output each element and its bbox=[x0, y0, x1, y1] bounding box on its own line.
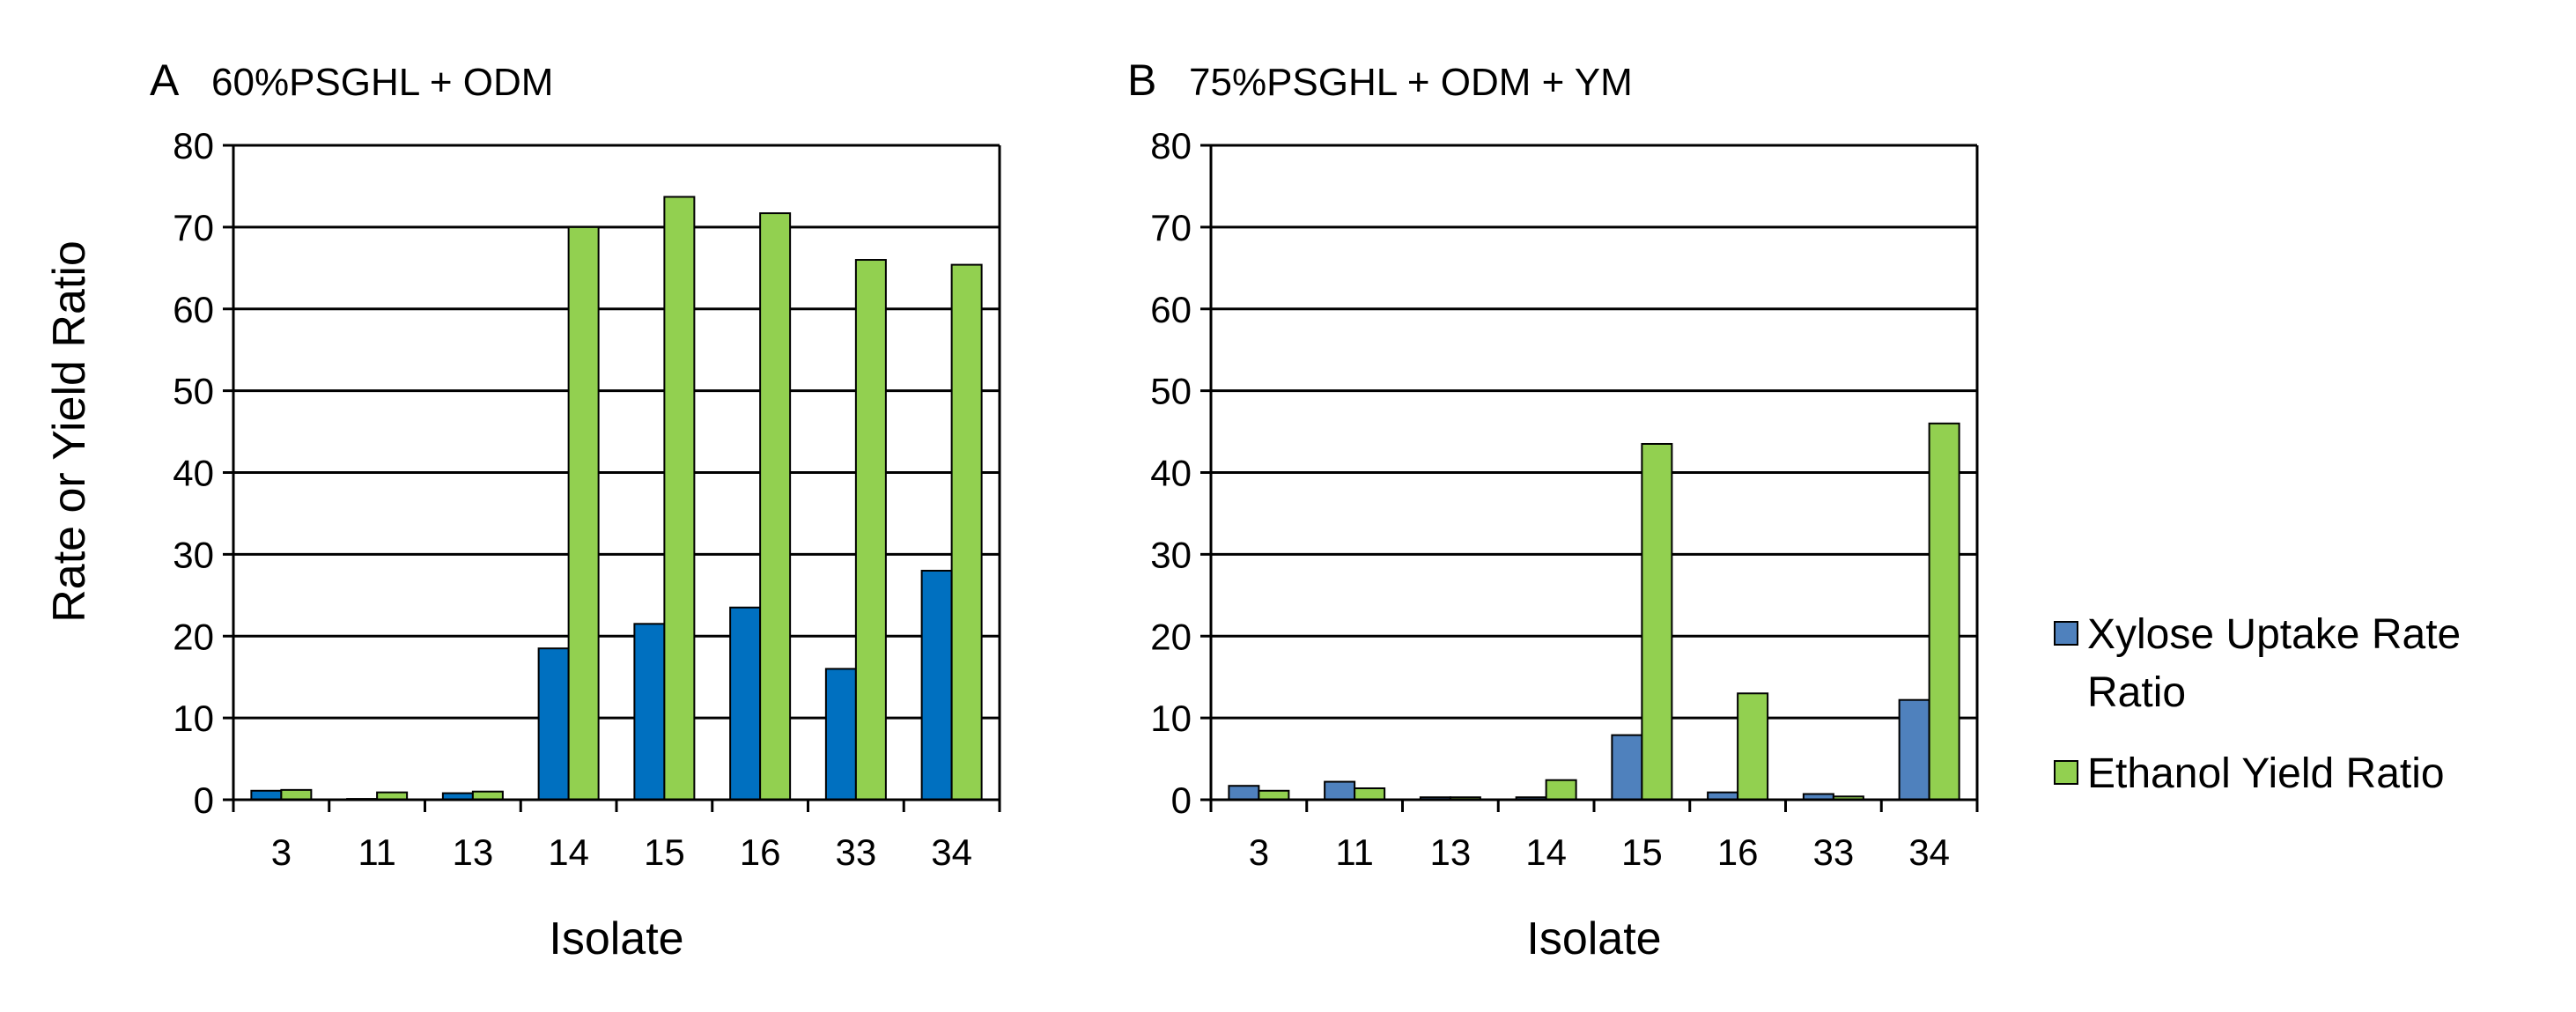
bar-ethanol bbox=[1641, 442, 1673, 801]
bar-ethanol bbox=[663, 196, 696, 801]
x-axis-title: Isolate bbox=[549, 913, 683, 964]
y-tick-label: 50 bbox=[173, 371, 214, 412]
legend-label-xylose-line1: Xylose Uptake Rate bbox=[2087, 611, 2461, 658]
x-tick-label: 3 bbox=[1249, 831, 1269, 873]
bar-xylose bbox=[920, 569, 953, 801]
bar-xylose bbox=[250, 789, 283, 801]
y-tick-label: 70 bbox=[1150, 207, 1192, 248]
x-tick-label: 16 bbox=[740, 831, 781, 873]
x-tick-label: 14 bbox=[548, 831, 589, 873]
bar-ethanol bbox=[567, 225, 600, 801]
y-tick-label: 20 bbox=[1150, 616, 1192, 657]
bar-ethanol bbox=[1928, 422, 1960, 801]
y-tick-label: 50 bbox=[1150, 371, 1192, 412]
bar-ethanol bbox=[1737, 692, 1769, 801]
legend-swatch-ethanol bbox=[2054, 760, 2078, 785]
y-tick-label: 0 bbox=[194, 779, 214, 821]
bar-ethanol bbox=[280, 788, 313, 801]
x-tick-label: 34 bbox=[931, 831, 972, 873]
x-tick-label: 13 bbox=[453, 831, 494, 873]
x-tick-label: 11 bbox=[358, 831, 396, 873]
panel-title: 60%PSGHL + ODM bbox=[211, 61, 553, 104]
bar-ethanol bbox=[950, 263, 983, 801]
x-tick-label: 3 bbox=[271, 831, 292, 873]
bar-ethanol bbox=[854, 259, 887, 801]
x-tick-label: 34 bbox=[1908, 831, 1950, 873]
y-tick-label: 0 bbox=[1171, 779, 1192, 821]
y-tick-label: 40 bbox=[173, 453, 214, 494]
bar-xylose bbox=[633, 623, 666, 801]
x-tick-label: 15 bbox=[644, 831, 685, 873]
bar-ethanol bbox=[1354, 787, 1386, 801]
panel-letter: A bbox=[150, 55, 180, 105]
x-tick-label: 15 bbox=[1621, 831, 1663, 873]
legend-label-xylose-line2: Ratio bbox=[2087, 669, 2186, 716]
bar-xylose bbox=[1898, 698, 1930, 801]
x-axis-title: Isolate bbox=[1526, 913, 1661, 964]
bar-xylose bbox=[1324, 780, 1356, 801]
panel-title: 75%PSGHL + ODM + YM bbox=[1189, 61, 1633, 104]
legend-swatch-xylose bbox=[2054, 621, 2078, 646]
y-tick-label: 10 bbox=[173, 698, 214, 739]
panel-b: 0 10 20 30 40 50 60 70 80 3 11 13 14 15 16 33 34 Isolate B… bbox=[1127, 55, 1979, 964]
panel-letter: B bbox=[1127, 55, 1156, 105]
y-tick-label: 60 bbox=[1150, 289, 1192, 330]
y-tick-label: 30 bbox=[1150, 534, 1192, 575]
x-tick-label: 14 bbox=[1525, 831, 1567, 873]
y-tick-label: 10 bbox=[1150, 698, 1192, 739]
bar-xylose bbox=[1228, 785, 1260, 801]
legend: Xylose Uptake Rate Ratio Ethanol Yield R… bbox=[2054, 611, 2461, 797]
bar-xylose bbox=[537, 647, 570, 801]
bar-ethanol bbox=[1545, 779, 1577, 801]
x-tick-label: 11 bbox=[1335, 831, 1374, 873]
bar-ethanol bbox=[759, 212, 792, 801]
y-tick-label: 80 bbox=[173, 125, 214, 166]
y-tick-label: 70 bbox=[173, 207, 214, 248]
bar-xylose bbox=[1611, 734, 1643, 801]
y-tick-label: 80 bbox=[1150, 125, 1192, 166]
bar-ethanol bbox=[1258, 789, 1290, 801]
legend-label-ethanol: Ethanol Yield Ratio bbox=[2087, 750, 2445, 797]
bar-xylose bbox=[824, 668, 857, 801]
y-tick-label: 30 bbox=[173, 534, 214, 575]
bar-xylose bbox=[729, 606, 762, 801]
x-tick-label: 33 bbox=[1813, 831, 1855, 873]
y-tick-label: 20 bbox=[173, 616, 214, 657]
y-axis-title: Rate or Yield Ratio bbox=[44, 240, 95, 623]
y-tick-label: 40 bbox=[1150, 453, 1192, 494]
y-tick-label: 60 bbox=[173, 289, 214, 330]
panel-a: 0 10 20 30 40 50 60 70 80 3 11 13 14 15 16 33 34 Isolate A… bbox=[150, 55, 1001, 964]
x-tick-label: 13 bbox=[1430, 831, 1472, 873]
x-tick-label: 16 bbox=[1717, 831, 1759, 873]
x-tick-label: 33 bbox=[836, 831, 877, 873]
